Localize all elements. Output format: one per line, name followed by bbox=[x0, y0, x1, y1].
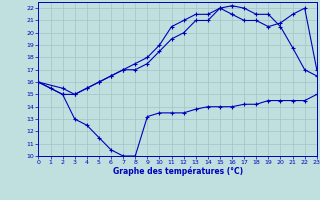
X-axis label: Graphe des températures (°C): Graphe des températures (°C) bbox=[113, 167, 243, 176]
